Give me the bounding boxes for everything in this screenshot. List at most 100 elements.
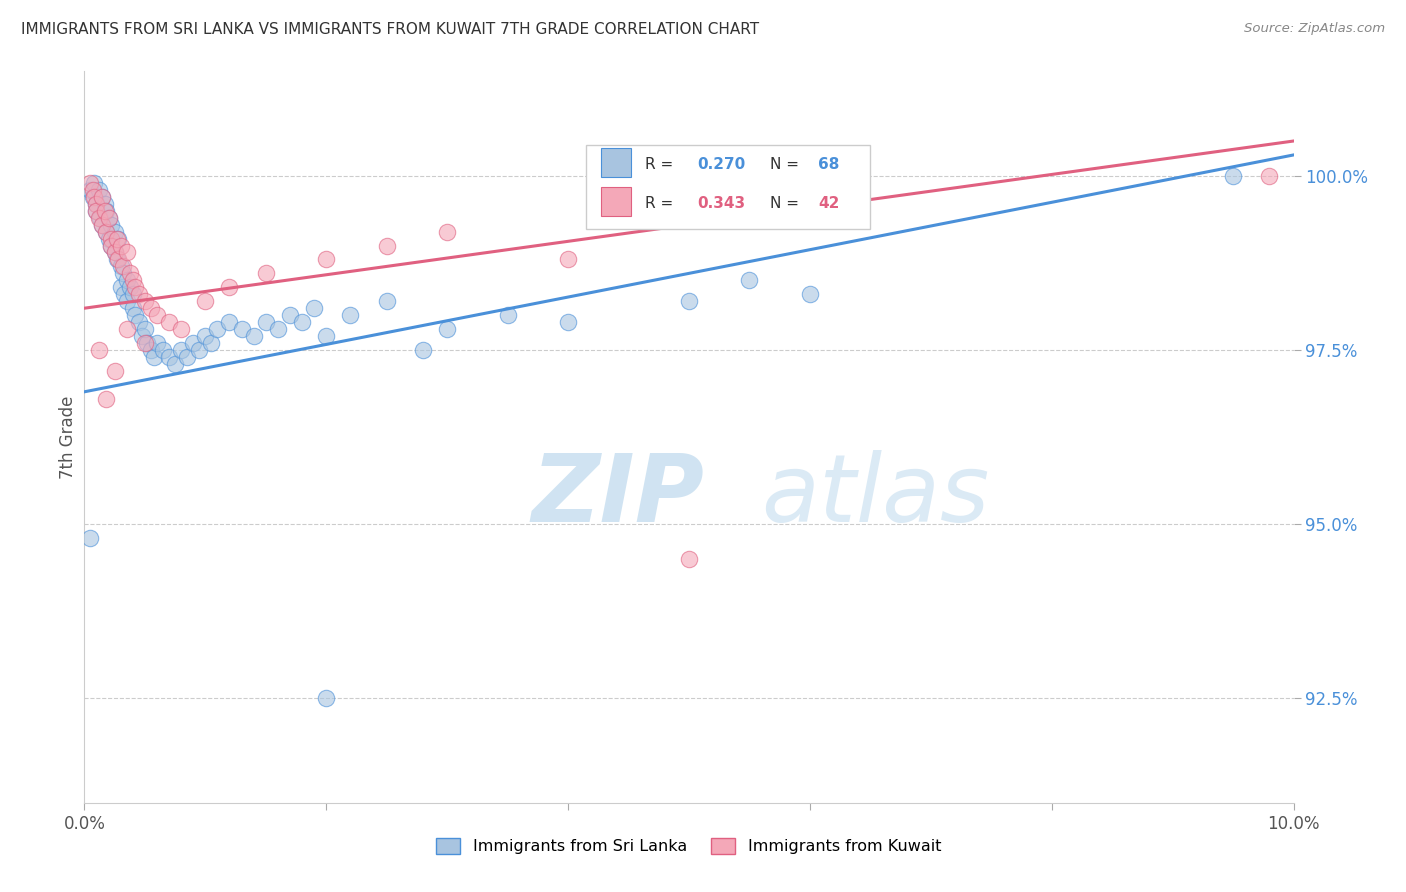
Point — [94, 225, 117, 239]
Point — [110, 238, 132, 252]
Text: N =: N = — [770, 157, 804, 172]
Point — [194, 329, 217, 343]
Point — [134, 336, 156, 351]
Point — [94, 196, 117, 211]
Point — [375, 238, 398, 252]
Point — [82, 190, 104, 204]
FancyBboxPatch shape — [586, 145, 870, 228]
Point — [115, 294, 138, 309]
Point — [91, 190, 114, 204]
Point — [165, 357, 187, 371]
Point — [176, 350, 198, 364]
Point — [115, 273, 138, 287]
Point — [112, 260, 135, 274]
Point — [799, 287, 821, 301]
Point — [315, 252, 337, 267]
Point — [254, 266, 277, 280]
Point — [100, 218, 122, 232]
Point — [100, 238, 122, 252]
Point — [157, 350, 180, 364]
Point — [157, 315, 180, 329]
Point — [115, 245, 138, 260]
Point — [124, 280, 146, 294]
Point — [87, 211, 110, 225]
Y-axis label: 7th Grade: 7th Grade — [59, 395, 77, 479]
Point — [82, 183, 104, 197]
Point — [86, 203, 108, 218]
Point — [1222, 169, 1244, 183]
Point — [139, 343, 162, 357]
Point — [89, 211, 111, 225]
Point — [128, 315, 150, 329]
Text: Source: ZipAtlas.com: Source: ZipAtlas.com — [1244, 22, 1385, 36]
Point — [97, 211, 120, 225]
Point — [121, 287, 143, 301]
Point — [267, 322, 290, 336]
Point — [315, 691, 337, 706]
Point — [291, 315, 314, 329]
Point — [94, 225, 117, 239]
Point — [146, 308, 169, 322]
Point — [134, 322, 156, 336]
Text: 42: 42 — [818, 196, 839, 211]
Point — [170, 343, 193, 357]
Point — [302, 301, 325, 316]
Text: N =: N = — [770, 196, 804, 211]
Point — [121, 301, 143, 316]
Point — [112, 287, 135, 301]
Point — [339, 308, 361, 322]
Point — [79, 531, 101, 545]
Point — [79, 183, 101, 197]
Point — [412, 343, 434, 357]
Point — [112, 266, 135, 280]
Point — [143, 350, 166, 364]
Bar — [600, 187, 631, 217]
Point — [91, 190, 114, 204]
Point — [218, 315, 240, 329]
Point — [557, 315, 579, 329]
Point — [1258, 169, 1281, 183]
Point — [83, 176, 105, 190]
Point — [91, 218, 114, 232]
Point — [139, 301, 162, 316]
Point — [496, 308, 519, 322]
Point — [231, 322, 253, 336]
Point — [738, 273, 761, 287]
Point — [557, 252, 579, 267]
Point — [86, 203, 108, 218]
Point — [79, 176, 101, 190]
Point — [94, 203, 117, 218]
Point — [100, 231, 122, 245]
Point — [200, 336, 222, 351]
Point — [107, 231, 129, 245]
Point — [134, 294, 156, 309]
Point — [86, 196, 108, 211]
Point — [105, 231, 128, 245]
Point — [254, 315, 277, 329]
Point — [278, 308, 301, 322]
Point — [678, 294, 700, 309]
Text: 0.270: 0.270 — [697, 157, 745, 172]
Point — [170, 322, 193, 336]
Point — [94, 203, 117, 218]
Point — [105, 252, 128, 267]
Point — [188, 343, 211, 357]
Point — [91, 218, 114, 232]
Bar — [600, 147, 631, 177]
Point — [120, 280, 142, 294]
Point — [128, 287, 150, 301]
Text: ZIP: ZIP — [531, 450, 704, 541]
Point — [107, 252, 129, 267]
Point — [678, 552, 700, 566]
Point — [315, 329, 337, 343]
Point — [131, 329, 153, 343]
Point — [104, 364, 127, 378]
Point — [120, 266, 142, 280]
Point — [124, 308, 146, 322]
Point — [136, 336, 159, 351]
Point — [436, 322, 458, 336]
Point — [86, 196, 108, 211]
Point — [207, 322, 229, 336]
Point — [87, 343, 110, 357]
Text: atlas: atlas — [762, 450, 990, 541]
